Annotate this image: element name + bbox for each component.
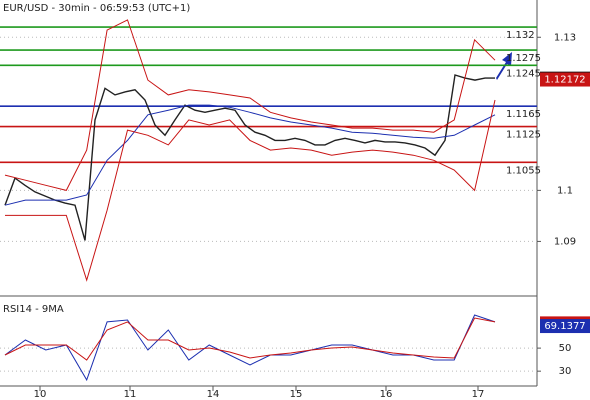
price-marker (540, 72, 590, 87)
y-tick-label: 1.1 (557, 185, 573, 196)
y-tick-label: 1.13 (554, 32, 576, 43)
chart-title: EUR/USD - 30min - 06:59:53 (UTC+1) (3, 3, 190, 14)
level-label: 1.1275 (506, 53, 541, 64)
price-marker-label: 1.12172 (544, 75, 585, 86)
series-line (4, 74, 495, 241)
series-line (5, 99, 496, 282)
x-tick-label: 17 (472, 389, 485, 400)
y-tick-label: 1.09 (554, 236, 576, 247)
x-tick-label: 11 (124, 389, 137, 400)
series-line (4, 19, 496, 191)
x-tick-label: 14 (207, 389, 220, 400)
y-tick-label: 30 (559, 366, 572, 377)
level-label: 1.1245 (506, 68, 541, 79)
level-label: 1.132 (506, 30, 535, 41)
level-label: 1.1125 (506, 130, 541, 141)
x-tick-label: 10 (34, 389, 47, 400)
x-tick-label: 16 (380, 389, 393, 400)
level-label: 1.1165 (506, 109, 541, 120)
level-label: 1.1055 (506, 165, 541, 176)
price-marker (540, 319, 590, 334)
rsi-title: RSI14 - 9MA (3, 304, 64, 315)
series-line (4, 104, 496, 206)
series-line (4, 317, 496, 361)
price-marker-label: 69.1377 (544, 321, 585, 332)
x-tick-label: 15 (290, 389, 303, 400)
y-tick-label: 50 (559, 343, 572, 354)
